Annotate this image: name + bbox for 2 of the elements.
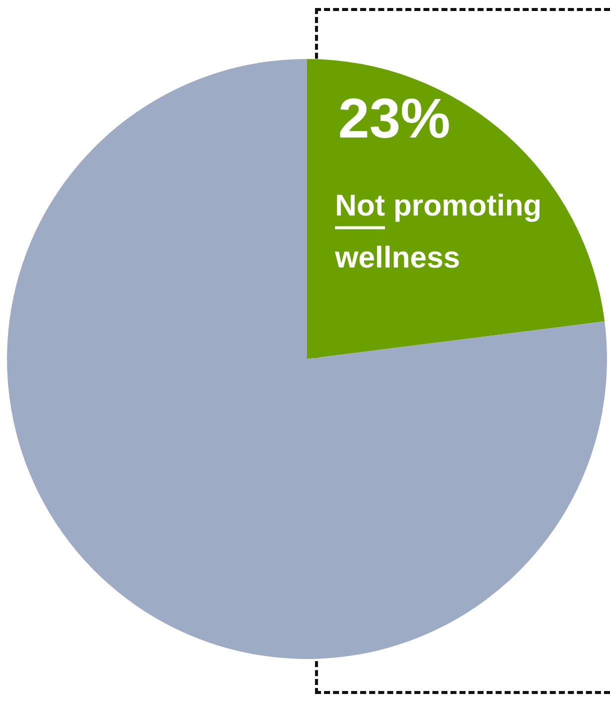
data-label: 23%	[338, 86, 450, 150]
slice-label: Not promoting wellness	[334, 190, 542, 274]
